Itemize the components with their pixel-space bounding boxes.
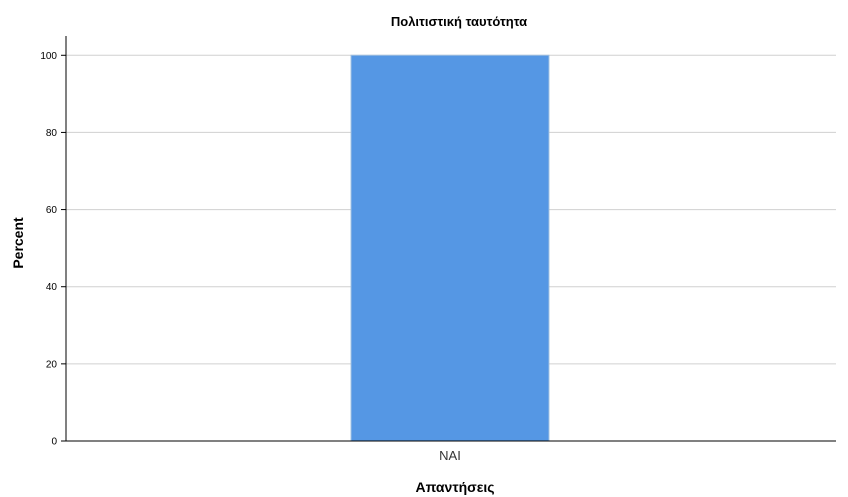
y-tick-label: 40 bbox=[46, 282, 58, 293]
x-ticks: ΝΑΙ bbox=[439, 448, 461, 463]
y-tick-label: 60 bbox=[46, 205, 58, 216]
y-ticks: 0 20 40 60 80 100 bbox=[40, 51, 66, 448]
y-axis-label: Percent bbox=[10, 217, 26, 269]
x-axis-label: Απαντήσεις bbox=[415, 479, 494, 495]
y-tick-label: 80 bbox=[46, 128, 58, 139]
axes bbox=[65, 36, 836, 442]
chart-title: Πολιτιστική ταυτότητα bbox=[391, 14, 527, 29]
y-tick-label: 20 bbox=[46, 359, 58, 370]
x-tick-label: ΝΑΙ bbox=[439, 448, 461, 463]
y-tick-label: 100 bbox=[40, 51, 57, 62]
bar bbox=[350, 54, 550, 442]
bars bbox=[350, 54, 550, 442]
y-tick-label: 0 bbox=[51, 437, 57, 448]
